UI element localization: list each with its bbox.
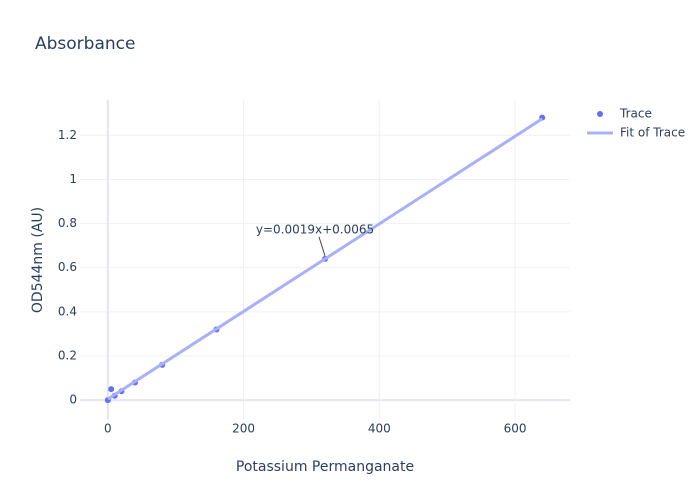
x-tick-label: 200: [232, 422, 255, 436]
x-tick-label: 0: [104, 422, 112, 436]
y-axis-title: OD544nm (AU): [30, 207, 46, 313]
x-axis-title: Potassium Permanganate: [236, 459, 414, 475]
y-tick-label: 1: [69, 172, 77, 186]
y-tick-label: 0.8: [58, 216, 77, 230]
x-tick-label: 400: [368, 422, 391, 436]
y-tick-label: 1.2: [58, 128, 77, 142]
annotation: y=0.0019x+0.0065: [256, 222, 374, 236]
y-tick-label: 0.2: [58, 349, 77, 363]
data-point: [108, 386, 115, 393]
legend-marker: [597, 111, 603, 117]
y-tick-label: 0: [69, 393, 77, 407]
x-tick-label: 600: [504, 422, 527, 436]
y-tick-label: 0.6: [58, 260, 77, 274]
chart-title: Absorbance: [35, 34, 135, 54]
annotation-arrow: [318, 236, 326, 257]
y-tick-label: 0.4: [58, 304, 77, 318]
fit-line: [107, 117, 543, 401]
legend-label: Fit of Trace: [620, 126, 685, 140]
legend-label: Trace: [619, 107, 652, 121]
